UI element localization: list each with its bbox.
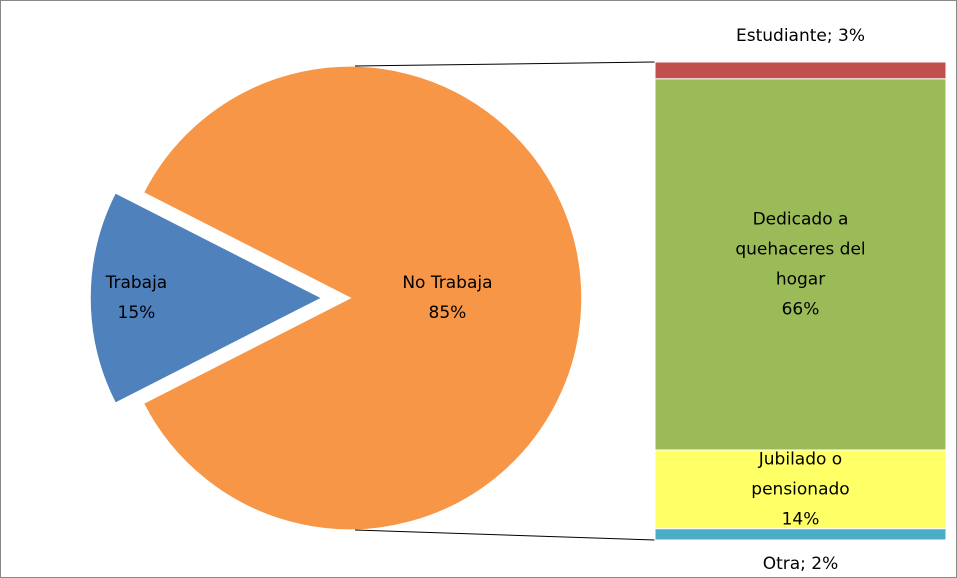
bar-label: Jubilado o pensionado (751, 449, 849, 499)
connector (354, 529, 656, 541)
bar-segment (654, 449, 947, 530)
pie-slice (89, 191, 324, 405)
bar-label: Dedicado a quehaceres del hogar (735, 209, 865, 289)
bar-value-label: 66% (782, 299, 820, 319)
bar-label: Estudiante; 3% (736, 26, 865, 46)
bar-segment (654, 528, 947, 541)
pie-label: Trabaja (105, 273, 168, 293)
bar-label-sep: ; (827, 26, 838, 46)
bar-label-line: pensionado (751, 479, 849, 499)
bar-value-label: 14% (782, 509, 820, 529)
bar-label-line: Jubilado o (758, 449, 842, 469)
pie-slice (142, 65, 583, 531)
bar-value-label: 2% (811, 554, 838, 574)
pie-label: No Trabaja (402, 273, 492, 293)
connector (354, 61, 656, 67)
pie-value-label: 15% (118, 303, 156, 323)
bar-label-line: quehaceres del (735, 239, 865, 259)
bar-segment (654, 61, 947, 80)
bar-label: Otra; 2% (763, 554, 839, 574)
bar-value-label: 3% (838, 26, 865, 46)
bar-label-line: hogar (776, 269, 825, 289)
bar-label-sep: ; (800, 554, 811, 574)
bar-label-name: Otra (763, 554, 800, 574)
pie-value-label: 85% (429, 303, 467, 323)
bar-label-name: Estudiante (736, 26, 827, 46)
bar-label-line: Dedicado a (753, 209, 849, 229)
bar-segment (654, 78, 947, 451)
